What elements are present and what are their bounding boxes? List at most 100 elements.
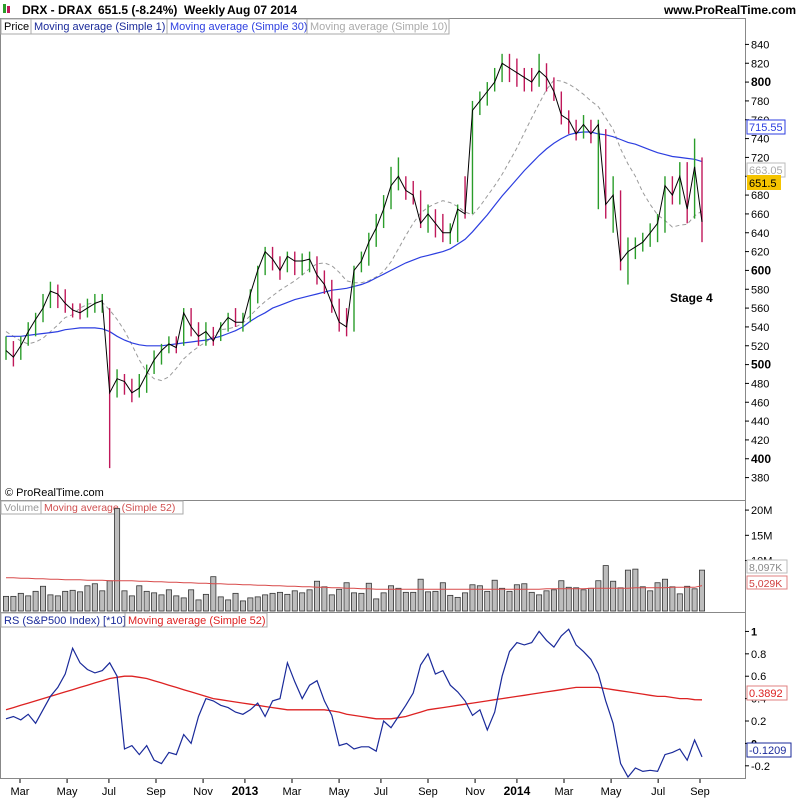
time-tick-label: May bbox=[601, 786, 622, 798]
stage-annotation: Stage 4 bbox=[670, 291, 713, 305]
volume-bar bbox=[40, 585, 47, 612]
volume-bar bbox=[210, 576, 217, 612]
volume-bar bbox=[188, 589, 195, 612]
volume-value-tags: 8,097K 5,029K bbox=[746, 559, 788, 590]
price-tick-label: 820 bbox=[751, 58, 769, 70]
logo-bar-icon bbox=[3, 4, 6, 13]
price-tick-label: 540 bbox=[751, 322, 769, 334]
price-change: 651.5 (-8.24%) bbox=[98, 3, 177, 17]
volume-tag-box bbox=[746, 559, 788, 574]
rs-axis: 10.80.60.40.20-0.2 bbox=[745, 626, 770, 773]
date-label: Aug 07 2014 bbox=[227, 3, 297, 17]
time-tick-label: Nov bbox=[193, 786, 213, 798]
legend-ma30: Moving average (Simple 30) bbox=[170, 21, 308, 33]
site-label[interactable]: www.ProRealTime.com bbox=[663, 3, 796, 17]
volume-bar bbox=[491, 579, 498, 612]
rs-ma-tag-box bbox=[746, 685, 788, 701]
rs-value-tags: 0.3892 -0.1209 bbox=[746, 685, 792, 758]
time-tick-label: Mar bbox=[11, 786, 30, 798]
rs-tick-label: 0.8 bbox=[751, 649, 766, 661]
time-tick-label: 2014 bbox=[504, 784, 531, 798]
rs-tick-label: 0.2 bbox=[751, 716, 766, 728]
last-price-tag-box bbox=[747, 175, 781, 190]
time-tick-label: 2013 bbox=[232, 784, 259, 798]
volume-bar bbox=[499, 587, 506, 612]
rs-panel bbox=[0, 612, 746, 779]
volume-bar bbox=[247, 597, 254, 612]
ma30-tag: 715.55 bbox=[749, 122, 783, 134]
rs-tick-label: 1 bbox=[751, 626, 757, 638]
volume-bar bbox=[439, 582, 446, 612]
volume-bar bbox=[558, 580, 565, 612]
volume-bar bbox=[262, 594, 269, 612]
price-tick-label: 840 bbox=[751, 39, 769, 51]
volume-bar bbox=[595, 580, 602, 612]
volume-bar bbox=[232, 592, 239, 612]
time-tick-label: Mar bbox=[555, 786, 574, 798]
volume-bar bbox=[550, 589, 557, 612]
legend-rs-ma-box[interactable] bbox=[124, 612, 268, 628]
last-price-tag: 651.5 bbox=[749, 178, 777, 190]
volume-bar bbox=[521, 583, 528, 612]
time-tick-label: Nov bbox=[465, 786, 485, 798]
time-tick-label: Jul bbox=[102, 786, 116, 798]
volume-bar bbox=[128, 595, 135, 612]
volume-bar bbox=[395, 587, 402, 612]
volume-bar bbox=[151, 592, 158, 612]
price-tick-label: 620 bbox=[751, 247, 769, 259]
rs-tick-label: -0.2 bbox=[751, 761, 770, 773]
rs-tick-label: 0.6 bbox=[751, 671, 766, 683]
volume-bar bbox=[32, 590, 39, 612]
volume-bar bbox=[173, 595, 180, 612]
symbol-title: DRX - DRAX bbox=[22, 3, 92, 17]
volume-bar bbox=[202, 593, 209, 612]
volume-tick-label: 15M bbox=[751, 530, 772, 542]
ma30-tag-box bbox=[746, 119, 786, 135]
volume-legend: Volume Moving average (Simple 52) bbox=[0, 500, 184, 515]
rs-ma-series bbox=[5, 675, 703, 720]
legend-volume-ma-box[interactable] bbox=[40, 500, 184, 515]
volume-bar bbox=[365, 582, 372, 612]
volume-bar bbox=[114, 508, 121, 612]
volume-bar bbox=[565, 586, 572, 612]
volume-bar bbox=[25, 595, 32, 612]
volume-bar bbox=[17, 592, 24, 612]
volume-bar bbox=[417, 578, 424, 612]
time-tick-label: Sep bbox=[690, 786, 710, 798]
chart-header: DRX - DRAX 651.5 (-8.24%) Weekly Aug 07 … bbox=[3, 3, 796, 17]
price-tick-label: 680 bbox=[751, 190, 769, 202]
volume-bar bbox=[121, 590, 128, 612]
volume-bar bbox=[484, 590, 491, 612]
time-tick-label: Sep bbox=[146, 786, 166, 798]
volume-bar bbox=[195, 599, 202, 612]
volume-bar bbox=[573, 587, 580, 612]
price-tick-label: 720 bbox=[751, 152, 769, 164]
price-tick-label: 380 bbox=[751, 473, 769, 485]
volume-bar bbox=[402, 591, 409, 612]
volume-bar bbox=[343, 582, 350, 612]
volume-bar bbox=[165, 589, 172, 612]
legend-ma10-box[interactable] bbox=[306, 18, 450, 35]
price-tick-label: 640 bbox=[751, 228, 769, 240]
volume-bar bbox=[632, 568, 639, 612]
volume-bar bbox=[528, 591, 535, 612]
time-tick-label: May bbox=[57, 786, 78, 798]
volume-bar bbox=[454, 596, 461, 612]
volume-bar bbox=[299, 592, 306, 612]
price-tick-label: 660 bbox=[751, 209, 769, 221]
volume-bar bbox=[269, 592, 276, 612]
volume-bar bbox=[476, 585, 483, 612]
time-tick-label: Sep bbox=[418, 786, 438, 798]
volume-bar bbox=[306, 589, 313, 612]
price-legend: Price Moving average (Simple 1) Moving a… bbox=[0, 18, 450, 35]
volume-bar bbox=[580, 589, 587, 612]
volume-bar bbox=[462, 592, 469, 612]
volume-bar bbox=[610, 580, 617, 612]
volume-tick-label: 20M bbox=[751, 505, 772, 517]
volume-bar bbox=[336, 588, 343, 612]
volume-bar bbox=[469, 584, 476, 612]
rs-lines bbox=[5, 628, 703, 779]
volume-tag: 8,097K bbox=[749, 562, 782, 574]
volume-axis: 20M15M10M bbox=[745, 505, 772, 568]
